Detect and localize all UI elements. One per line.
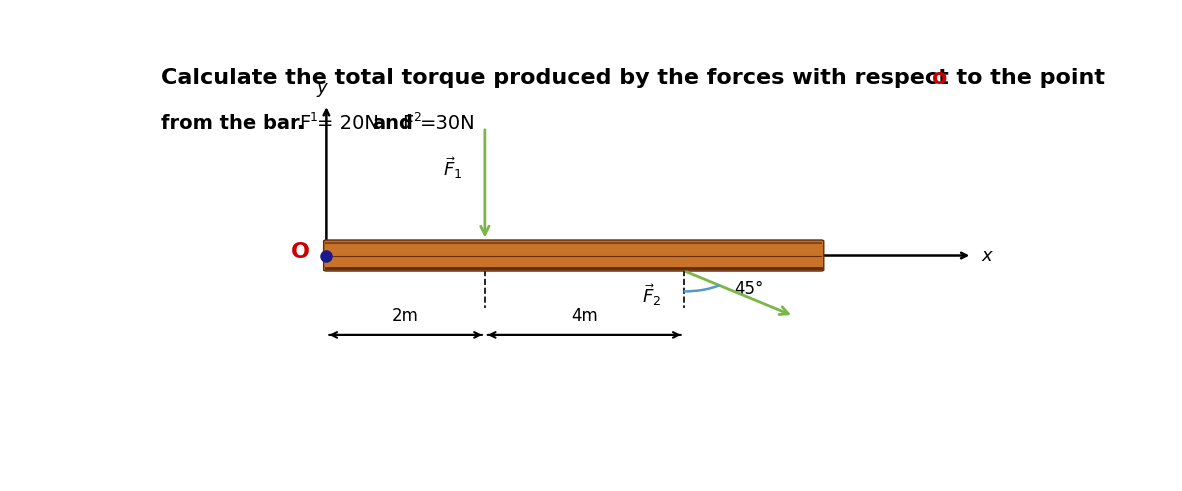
Text: $\vec{F}_1$: $\vec{F}_1$: [443, 156, 462, 182]
Text: 1: 1: [310, 111, 318, 124]
Text: 2: 2: [414, 111, 421, 124]
FancyBboxPatch shape: [324, 240, 824, 271]
Text: y: y: [317, 79, 327, 97]
Text: =30N: =30N: [420, 114, 475, 133]
Text: and: and: [372, 114, 413, 133]
Text: from the bar.: from the bar.: [162, 114, 305, 133]
Text: $\vec{F}_2$: $\vec{F}_2$: [642, 282, 661, 308]
Text: 2m: 2m: [392, 307, 420, 326]
Text: F: F: [299, 114, 310, 133]
Text: o: o: [931, 68, 947, 88]
Text: Calculate the total torque produced by the forces with respect to the point: Calculate the total torque produced by t…: [162, 68, 1113, 88]
Text: O: O: [291, 242, 310, 262]
Text: F: F: [402, 114, 414, 133]
Text: 4m: 4m: [571, 307, 598, 326]
Text: = 20N: = 20N: [317, 114, 379, 133]
Text: x: x: [981, 246, 992, 265]
Text: 45°: 45°: [734, 280, 764, 298]
